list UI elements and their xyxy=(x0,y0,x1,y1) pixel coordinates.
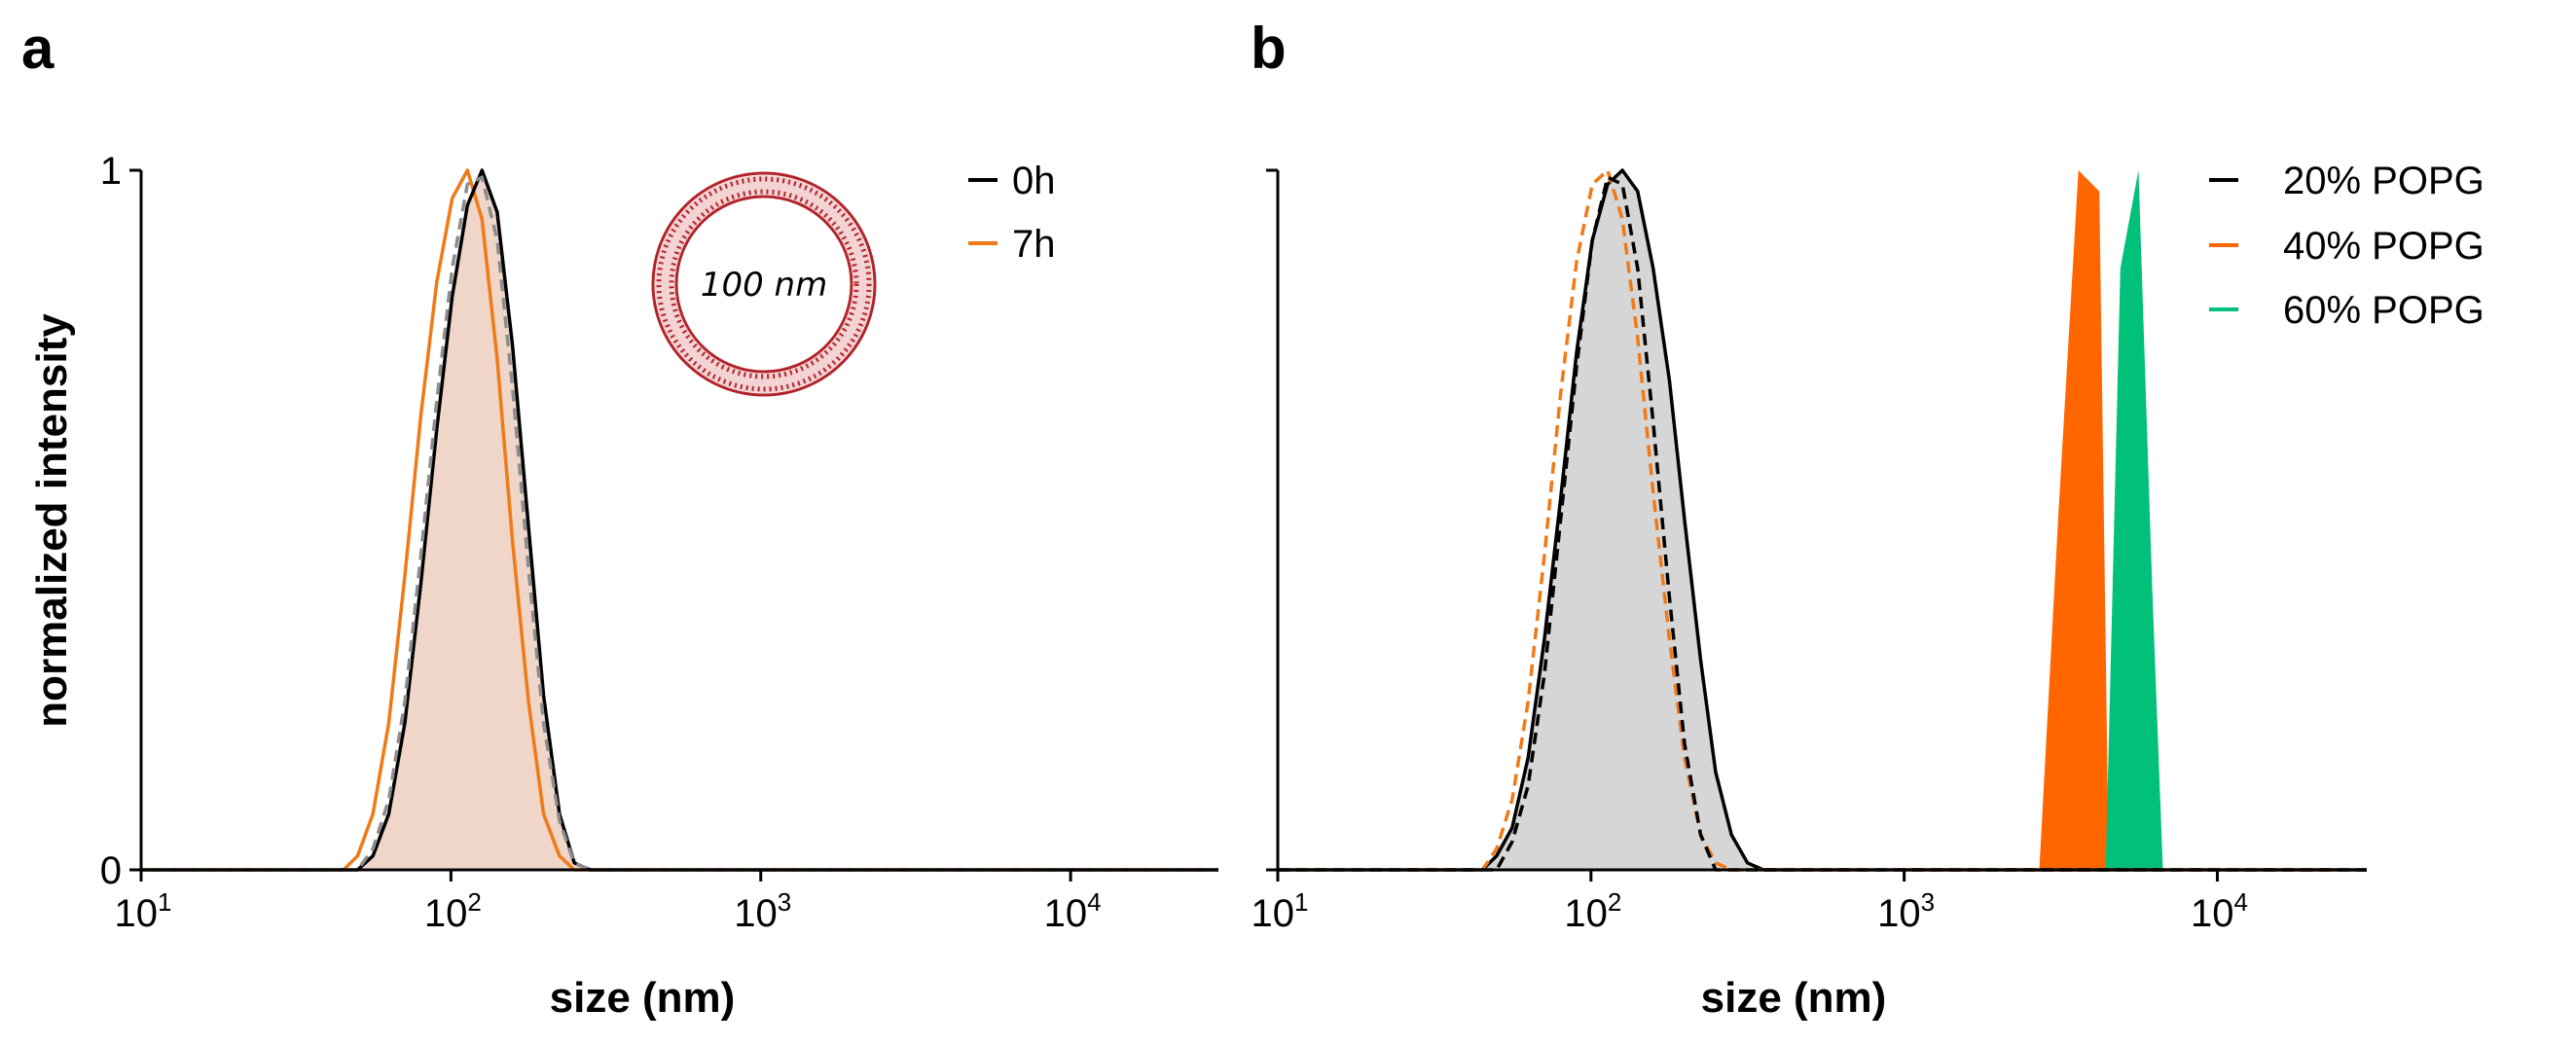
panel-a-line-0h xyxy=(141,168,1218,872)
panel-a-ylabel: normalized intensity xyxy=(28,313,76,728)
vesicle-outer-ring xyxy=(651,171,877,397)
panel-a-line-7h xyxy=(141,168,1218,872)
panel-b-xticks: 101 102 103 104 xyxy=(1252,870,2248,935)
legend-label-40-popg: 40% POPG xyxy=(2283,225,2485,268)
panel-b-legend: 20% POPG 40% POPG 60% POPG xyxy=(2209,160,2485,332)
legend-label-7h: 7h xyxy=(1012,223,1056,266)
vesicle-inset: 100 nm xyxy=(651,171,877,397)
panel-b-area-20-popg xyxy=(1278,170,2367,870)
vesicle-size-label: 100 nm xyxy=(701,266,827,305)
panel-a-xlabel: size (nm) xyxy=(550,974,736,1022)
vesicle-inner-ring xyxy=(674,195,853,374)
panel-a-series xyxy=(141,168,1218,872)
panel-b-xtick-label-0: 101 xyxy=(1252,887,1309,935)
panel-b: b 101 102 103 104 size (nm) 20% POPG 40% PO… xyxy=(1251,16,2485,1022)
panel-a-xtick-label-3: 104 xyxy=(1044,887,1102,935)
panel-a-xtick-label-2: 103 xyxy=(734,887,791,935)
panel-a: a 0 1 101 102 103 104 size (nm) normalized … xyxy=(21,16,1218,1022)
vesicle-membrane-fill xyxy=(655,175,873,393)
panel-a-legend: 0h 7h xyxy=(968,160,1056,266)
panel-a-letter: a xyxy=(21,16,54,81)
panel-a-ytick-label-1: 1 xyxy=(100,150,122,193)
panel-a-xticks: 101 102 103 104 xyxy=(115,870,1102,935)
panel-b-xtick-label-1: 102 xyxy=(1564,887,1621,935)
vesicle-inner-headgroups xyxy=(669,189,859,379)
legend-label-60-popg: 60% POPG xyxy=(2283,289,2485,332)
panel-b-area-40-popg xyxy=(1278,170,2367,870)
panel-b-line-orange-dashed xyxy=(1278,168,2367,872)
panel-a-line-fit xyxy=(141,175,1218,872)
panel-b-series xyxy=(1278,168,2367,872)
vesicle-outer-headgroups xyxy=(656,176,872,392)
panel-a-area-0h xyxy=(141,170,1218,870)
panel-b-xtick-label-3: 104 xyxy=(2191,887,2248,935)
panel-b-line-20-popg xyxy=(1278,168,2367,872)
panel-a-xtick-label-0: 101 xyxy=(115,887,172,935)
panel-b-xtick-label-2: 103 xyxy=(1877,887,1935,935)
panel-b-xlabel: size (nm) xyxy=(1701,974,1887,1022)
panel-b-letter: b xyxy=(1251,16,1287,81)
panel-b-line-black-dashed xyxy=(1278,175,2367,872)
panel-a-ytick-label-0: 0 xyxy=(100,849,122,892)
legend-label-0h: 0h xyxy=(1012,160,1056,202)
panel-b-area-60-popg xyxy=(1278,170,2367,870)
panel-a-xtick-label-1: 102 xyxy=(424,887,482,935)
legend-label-20-popg: 20% POPG xyxy=(2283,160,2485,202)
